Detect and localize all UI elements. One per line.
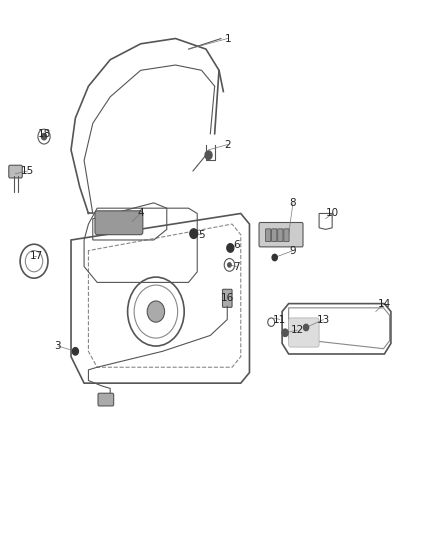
Text: 12: 12 xyxy=(291,325,304,335)
FancyBboxPatch shape xyxy=(95,211,143,235)
Text: 8: 8 xyxy=(290,198,296,208)
Text: 18: 18 xyxy=(38,129,52,139)
FancyBboxPatch shape xyxy=(278,229,283,241)
Text: 10: 10 xyxy=(325,208,339,219)
Text: 1: 1 xyxy=(224,34,231,44)
FancyBboxPatch shape xyxy=(272,229,277,241)
Circle shape xyxy=(147,301,165,322)
Circle shape xyxy=(228,263,231,267)
Text: 15: 15 xyxy=(21,166,34,176)
FancyBboxPatch shape xyxy=(98,393,114,406)
Circle shape xyxy=(205,151,212,159)
Text: 2: 2 xyxy=(224,140,231,150)
Circle shape xyxy=(227,244,234,252)
FancyBboxPatch shape xyxy=(265,229,271,241)
Text: 5: 5 xyxy=(198,230,205,240)
Circle shape xyxy=(304,324,309,330)
Text: 17: 17 xyxy=(30,251,43,261)
Circle shape xyxy=(42,133,47,140)
Text: 7: 7 xyxy=(233,262,240,271)
Text: 3: 3 xyxy=(55,341,61,351)
Text: 11: 11 xyxy=(273,314,286,325)
FancyBboxPatch shape xyxy=(9,165,22,178)
Text: 4: 4 xyxy=(138,208,144,219)
FancyBboxPatch shape xyxy=(259,222,303,247)
Circle shape xyxy=(190,229,198,238)
Circle shape xyxy=(282,329,288,336)
FancyBboxPatch shape xyxy=(284,229,289,241)
Circle shape xyxy=(272,254,277,261)
Text: 16: 16 xyxy=(221,293,234,303)
FancyBboxPatch shape xyxy=(223,289,232,308)
FancyBboxPatch shape xyxy=(289,318,319,347)
Text: 14: 14 xyxy=(378,298,391,309)
Circle shape xyxy=(72,348,78,355)
Text: 13: 13 xyxy=(317,314,330,325)
Text: 6: 6 xyxy=(233,240,240,251)
Text: 9: 9 xyxy=(290,246,296,256)
